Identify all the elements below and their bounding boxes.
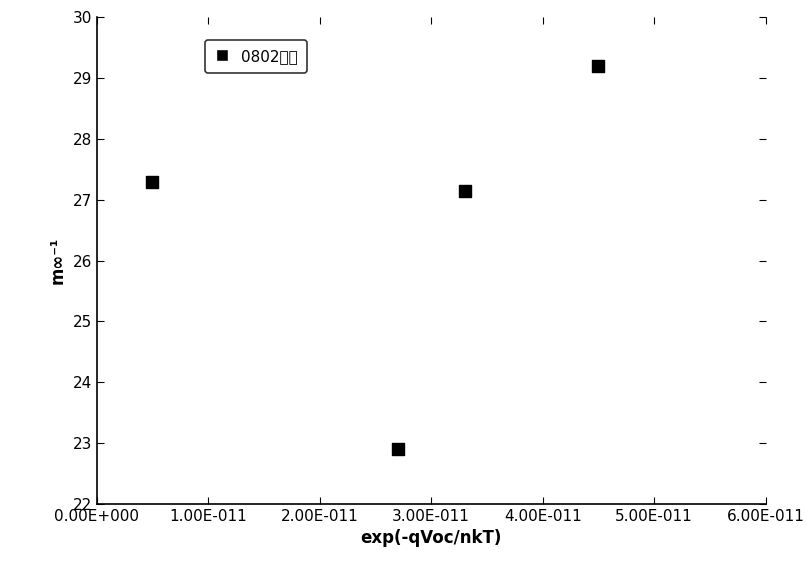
Point <box>458 186 471 195</box>
Point <box>592 61 604 71</box>
Point <box>391 445 404 454</box>
Point <box>146 177 159 186</box>
Y-axis label: m∞⁻¹: m∞⁻¹ <box>49 237 67 284</box>
Legend: 0802组件: 0802组件 <box>205 39 307 73</box>
X-axis label: exp(-qVoc/nkT): exp(-qVoc/nkT) <box>360 529 502 547</box>
